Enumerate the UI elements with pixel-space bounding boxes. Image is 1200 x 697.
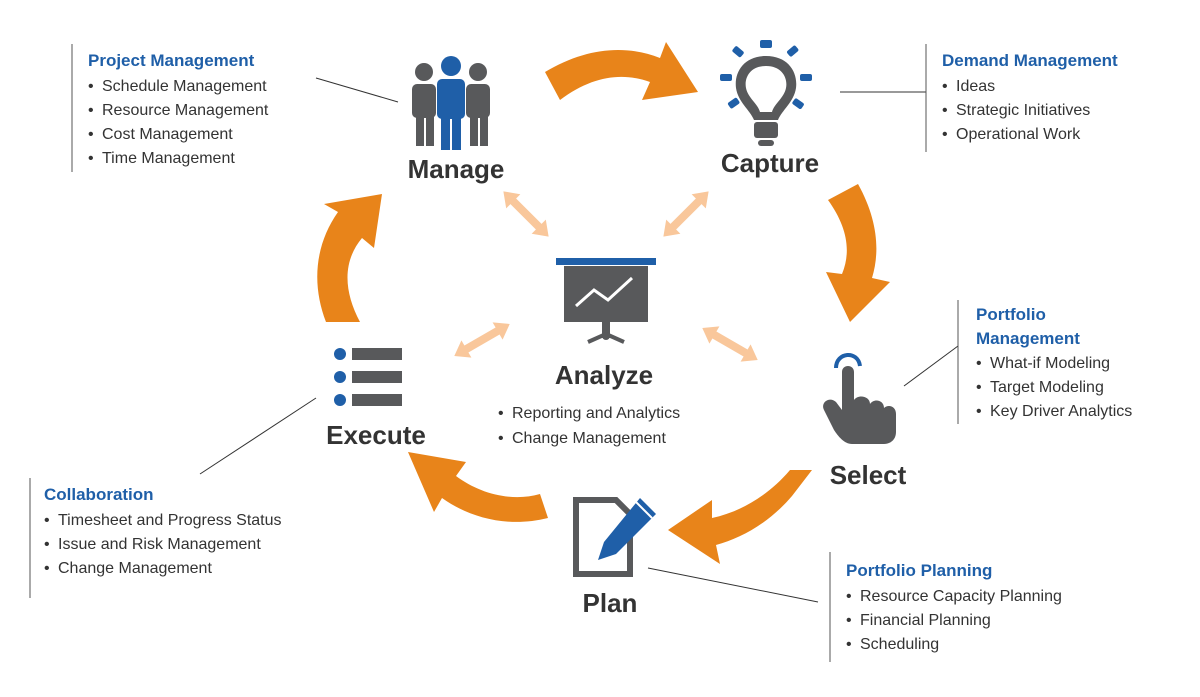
stage-label-execute: Execute — [326, 420, 426, 450]
box-rules — [29, 44, 959, 662]
box-project-management: Project Management • Schedule Management… — [88, 51, 269, 167]
box-bullet: • — [846, 636, 852, 653]
stage-label-capture: Capture — [721, 148, 819, 178]
link-arrow-select-analyze — [702, 326, 758, 362]
box-title: Portfolio — [976, 305, 1046, 324]
box-bullet: • — [44, 536, 50, 553]
box-bullet: • — [976, 355, 982, 372]
document-pen-icon — [573, 497, 656, 577]
box-bullet: • — [942, 126, 948, 143]
cycle-arrows — [317, 42, 890, 564]
box-item: Strategic Initiatives — [956, 102, 1090, 119]
box-item: Target Modeling — [990, 379, 1104, 396]
box-demand-management: Demand Management • Ideas • Strategic In… — [942, 51, 1118, 143]
link-arrow-capture-analyze — [663, 191, 709, 237]
cycle-arrow-select-to-plan — [668, 470, 812, 564]
link-arrow-execute-analyze — [454, 322, 510, 358]
stage-label-analyze: Analyze — [555, 360, 653, 390]
cycle-arrow-capture-to-select — [826, 184, 890, 322]
box-item: Schedule Management — [102, 78, 267, 95]
box-collaboration: Collaboration • Timesheet and Progress S… — [44, 485, 282, 577]
box-bullet: • — [942, 102, 948, 119]
box-bullet: • — [88, 126, 94, 143]
box-item: Financial Planning — [860, 612, 991, 629]
box-bullet: • — [976, 379, 982, 396]
box-item: Operational Work — [956, 126, 1081, 143]
box-title: Portfolio Planning — [846, 561, 992, 580]
box-bullet: • — [942, 78, 948, 95]
box-bullet: • — [88, 78, 94, 95]
box-title: Project Management — [88, 51, 255, 70]
people-icon — [412, 56, 490, 150]
connector-portfolio-planning — [647, 567, 819, 603]
box-bullet: • — [846, 588, 852, 605]
lightbulb-icon — [720, 40, 812, 146]
box-item: Scheduling — [860, 636, 939, 653]
link-arrows — [454, 191, 758, 362]
list-icon — [334, 348, 402, 406]
analyze-items: • Reporting and Analytics • Change Manag… — [498, 405, 680, 447]
box-item: Timesheet and Progress Status — [58, 512, 282, 529]
hand-pointer-icon — [823, 353, 896, 444]
box-portfolio-management: Portfolio Management • What-if Modeling … — [976, 305, 1132, 420]
box-item: Cost Management — [102, 126, 233, 143]
box-item: Resource Management — [102, 102, 269, 119]
connector-lines — [199, 77, 959, 603]
box-bullet: • — [88, 150, 94, 167]
box-item: Time Management — [102, 150, 235, 167]
box-item: Resource Capacity Planning — [860, 588, 1062, 605]
box-bullet: • — [44, 512, 50, 529]
analyze-item: Change Management — [512, 430, 666, 447]
connector-collaboration — [199, 397, 317, 475]
analyze-item: Reporting and Analytics — [512, 405, 680, 422]
box-title: Management — [976, 329, 1080, 348]
analyze-bullet: • — [498, 405, 504, 422]
box-portfolio-planning: Portfolio Planning • Resource Capacity P… — [846, 561, 1062, 653]
box-item: What-if Modeling — [990, 355, 1110, 372]
cycle-arrow-plan-to-execute — [408, 452, 548, 522]
stage-label-select: Select — [830, 460, 907, 490]
presentation-chart-icon — [556, 258, 656, 344]
stage-label-plan: Plan — [583, 588, 638, 618]
box-item: Issue and Risk Management — [58, 536, 261, 553]
box-bullet: • — [846, 612, 852, 629]
analyze-bullet: • — [498, 430, 504, 447]
cycle-arrow-manage-to-capture — [545, 42, 698, 100]
box-item: Change Management — [58, 560, 212, 577]
link-arrow-manage-analyze — [503, 191, 549, 237]
box-item: Ideas — [956, 78, 995, 95]
connector-project-management — [315, 77, 399, 103]
box-title: Demand Management — [942, 51, 1118, 70]
connector-portfolio-management — [903, 345, 959, 387]
box-bullet: • — [976, 403, 982, 420]
cycle-arrow-execute-to-manage — [317, 194, 382, 322]
box-bullet: • — [88, 102, 94, 119]
stage-label-manage: Manage — [408, 154, 505, 184]
box-title: Collaboration — [44, 485, 154, 504]
box-bullet: • — [44, 560, 50, 577]
box-item: Key Driver Analytics — [990, 403, 1132, 420]
